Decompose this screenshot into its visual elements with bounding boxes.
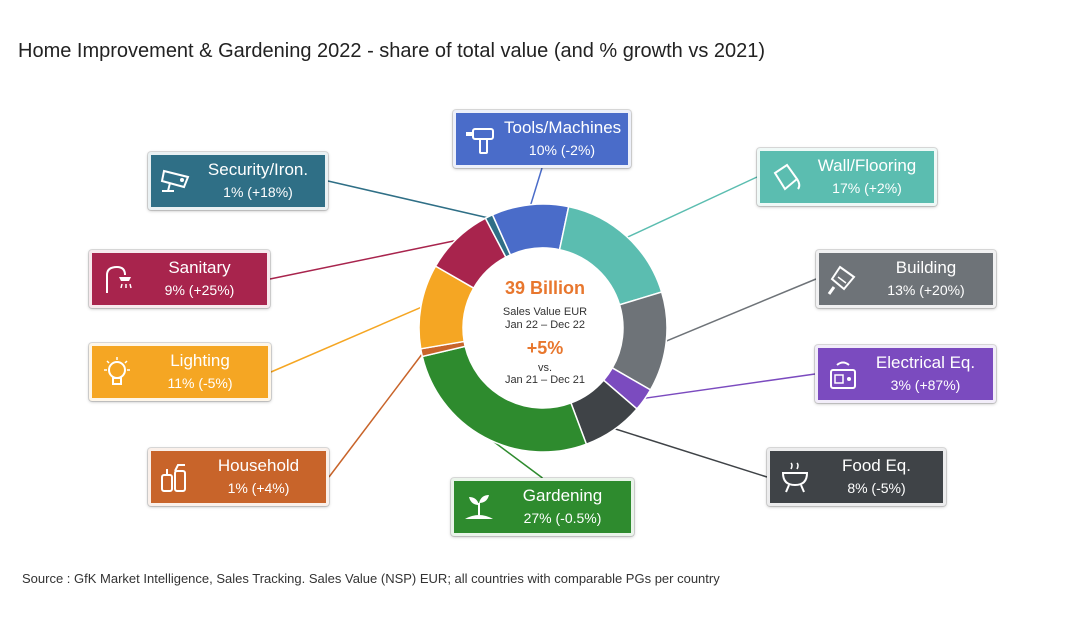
center-vs: vs. — [537, 362, 553, 374]
label-sanitary: Sanitary 9% (+25%) — [89, 250, 270, 308]
label-value: 27% (-0.5%) — [523, 510, 602, 526]
leader-line — [642, 373, 816, 400]
label-value: 13% (+20%) — [887, 282, 965, 298]
sprout-icon — [461, 491, 497, 525]
label-lighting: Lighting 11% (-5%) — [89, 343, 271, 401]
label-name: Security/Iron. — [207, 160, 309, 179]
leader-line — [270, 305, 424, 373]
center-period: Jan 22 – Dec 22 — [504, 319, 586, 331]
source-note: Source : GfK Market Intelligence, Sales … — [22, 571, 720, 586]
shower-icon — [99, 263, 135, 297]
leader-line — [663, 278, 817, 343]
label-tools-machines: Tools/Machines 10% (-2%) — [453, 110, 631, 168]
label-value: 11% (-5%) — [167, 375, 233, 391]
label-name: Sanitary — [168, 258, 231, 277]
label-security-iron: Security/Iron. 1% (+18%) — [148, 152, 328, 210]
leader-line — [327, 180, 490, 219]
center-metric: Sales Value EUR — [502, 306, 588, 318]
label-value: 3% (+87%) — [890, 377, 961, 393]
label-name: Lighting — [170, 351, 230, 370]
smart-device-icon — [825, 358, 861, 392]
light-bulb-icon — [99, 356, 135, 390]
label-name: Electrical Eq. — [875, 353, 976, 372]
label-value: 10% (-2%) — [528, 142, 596, 158]
chart-title: Home Improvement & Gardening 2022 - shar… — [18, 40, 766, 62]
label-value: 8% (-5%) — [847, 480, 906, 496]
label-wall-flooring: Wall/Flooring 17% (+2%) — [757, 148, 937, 206]
leader-line — [269, 239, 459, 280]
leader-line — [612, 427, 768, 478]
center-prior-period: Jan 21 – Dec 21 — [504, 374, 586, 386]
label-household: Household 1% (+4%) — [148, 448, 329, 506]
center-growth: +5% — [526, 338, 564, 358]
label-food-eq: Food Eq. 8% (-5%) — [767, 448, 946, 506]
cleaning-supplies-icon — [158, 461, 194, 495]
label-value: 1% (+4%) — [227, 480, 290, 496]
leader-line — [328, 351, 425, 478]
label-building: Building 13% (+20%) — [816, 250, 996, 308]
trowel-icon — [826, 263, 862, 297]
label-electrical-eq: Electrical Eq. 3% (+87%) — [815, 345, 996, 403]
leader-line — [625, 176, 758, 239]
leader-lines — [269, 167, 817, 479]
slice-security-iron — [484, 213, 512, 259]
leader-line — [529, 167, 543, 207]
label-gardening: Gardening 27% (-0.5%) — [451, 478, 634, 536]
donut-slices — [418, 203, 668, 453]
label-value: 17% (+2%) — [832, 180, 902, 196]
center-total: 39 Billion — [504, 278, 585, 298]
label-name: Food Eq. — [842, 456, 911, 475]
label-name: Wall/Flooring — [817, 156, 917, 175]
grill-icon — [777, 461, 813, 495]
label-name: Tools/Machines — [504, 118, 622, 137]
drill-icon — [463, 123, 499, 157]
label-value: 9% (+25%) — [164, 282, 235, 298]
label-name: Household — [217, 456, 300, 475]
label-name: Building — [895, 258, 957, 277]
label-name: Gardening — [522, 486, 603, 505]
label-value: 1% (+18%) — [223, 184, 293, 200]
paint-bucket-icon — [767, 161, 803, 195]
security-camera-icon — [158, 165, 194, 199]
